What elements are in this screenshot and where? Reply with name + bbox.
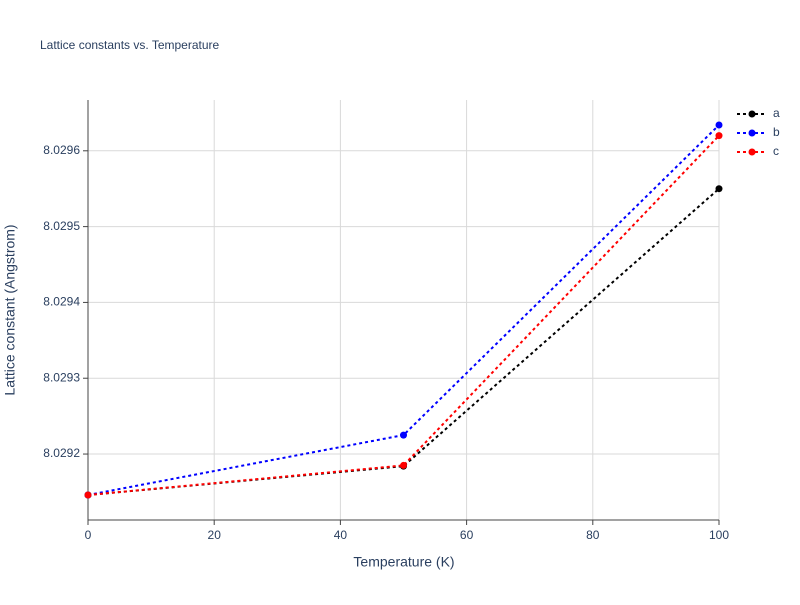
legend-marker [748,129,756,137]
y-tick-label: 8.0294 [43,295,80,309]
legend-label: b [773,125,780,139]
point [715,185,723,193]
x-tick-label: 20 [208,528,222,542]
point [400,461,407,469]
y-tick-label: 8.0296 [43,143,80,157]
x-axis-label: Temperature (K) [353,554,454,570]
series-line [87,187,720,496]
chart-title: Lattice constants vs. Temperature [40,38,220,52]
point [715,121,723,129]
x-tick-label: 0 [85,528,92,542]
x-tick-label: 100 [709,528,729,542]
y-axis-label: Lattice constant (Angstrom) [2,224,18,395]
x-tick-label: 40 [334,528,348,542]
y-tick-label: 8.0295 [43,219,80,233]
legend-label: a [773,106,780,120]
x-tick-label: 80 [586,528,600,542]
x-tick-label: 60 [460,528,474,542]
point [715,132,723,140]
legend-label: c [773,144,779,158]
y-tick-label: 8.0292 [43,446,80,460]
point [400,431,407,439]
point [84,491,92,499]
legend-marker [748,110,756,118]
legend-marker [748,148,756,156]
y-tick-label: 8.0293 [43,370,80,384]
series-line [87,124,720,496]
series-line [87,134,720,496]
